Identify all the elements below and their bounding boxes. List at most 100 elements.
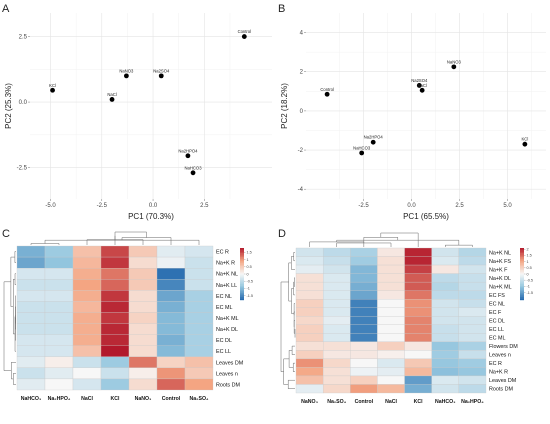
- column-dendrogram-branch: [30, 243, 60, 245]
- row-dendrogram-branch: [288, 350, 294, 368]
- color-legend-tick-label: 1.5: [527, 254, 532, 258]
- heatmap-cell-ec-ml-kcl: [100, 301, 130, 313]
- heatmap-cell-flowers-dm-nacl: [377, 341, 405, 351]
- point-label-nahco3: NaHCO3: [353, 145, 371, 150]
- color-legend-segment: [240, 289, 244, 292]
- row-dendrogram-branch: [294, 277, 295, 287]
- panel-letter-b: B: [278, 3, 285, 15]
- color-legend-segment: [240, 261, 244, 263]
- column-dendrogram-branch: [44, 239, 200, 245]
- heatmap-cell-roots-dm-na2so4: [322, 384, 351, 394]
- row-label-na-k-nl: Na+K NL: [216, 272, 238, 278]
- row-label-na-k-dl: Na+K DL: [216, 327, 238, 333]
- point-label-nacl: NaCl: [107, 92, 116, 97]
- row-dendrogram-branch: [13, 373, 16, 385]
- heatmap-cell-ec-r-na2so4: [322, 358, 351, 368]
- heatmap-cell-ec-dl-na2hpo4: [44, 334, 74, 346]
- heatmap-cell-ec-f-kcl: [404, 307, 432, 317]
- panel-a: A -5.0 -2.5 0.0 2.5 -2.5 0.0 2.5 PC1 (70.3%) PC2…: [2, 3, 272, 221]
- point-control: [241, 34, 247, 39]
- color-legend-segment: [240, 266, 244, 268]
- row-label-flowers-dm: Flowers DM: [489, 344, 518, 350]
- color-legend-segment: [240, 255, 244, 258]
- heatmap-cell-na-k-ml-kcl: [100, 312, 130, 324]
- row-label-roots-dm: Roots DM: [216, 382, 240, 388]
- heatmap-cell-ec-f-nahco3: [431, 307, 460, 317]
- heatmap-cell-na-k-dl-control: [350, 273, 378, 283]
- row-label-ec-nl: EC NL: [216, 294, 232, 300]
- heatmap-cell-na-k-dl-na2hpo4: [44, 323, 74, 335]
- color-legend-segment: [240, 293, 244, 295]
- heatmap-cell-roots-dm-control: [156, 378, 186, 391]
- heatmap-cell-ec-ll-nano3: [295, 324, 324, 334]
- heatmap-cell-ec-dl-nahco3: [16, 334, 46, 346]
- heatmap-cell-na-k-dl-na2hpo4: [458, 273, 487, 283]
- row-label-ec-nl: EC NL: [489, 301, 505, 307]
- color-legend-segment: [240, 288, 244, 290]
- point-nahco3: [190, 170, 196, 176]
- heatmap-cell-ec-ml-nahco3: [431, 333, 460, 342]
- heatmap-cell-na-k-f-nacl: [377, 264, 405, 274]
- color-legend-segment: [520, 251, 524, 254]
- row-label-roots-dm: Roots DM: [489, 387, 513, 393]
- row-label-na-k-ml: Na+K ML: [489, 284, 512, 290]
- heatmap-cell-ec-nl-nahco3: [431, 299, 460, 308]
- row-dendrogram-branch: [10, 256, 15, 307]
- column-dendrogram-branch: [121, 237, 172, 245]
- heatmap-cell-na-k-dl-nahco3: [431, 273, 460, 283]
- column-label-nacl: NaCl: [81, 396, 93, 402]
- heatmap-cell-ec-ll-na2so4: [184, 345, 214, 357]
- heatmap-cell-leaves-dm-na2so4: [322, 375, 351, 385]
- row-dendrogram-branch: [14, 251, 16, 263]
- heatmap-cell-ec-r-kcl: [100, 245, 130, 258]
- column-label-nano3: NaNO₃: [301, 399, 318, 405]
- heatmap-cell-ec-ml-na2so4: [322, 333, 351, 342]
- color-legend-segment: [520, 249, 524, 251]
- row-label-ec-dl: EC DL: [216, 338, 232, 344]
- heatmap-cell-ec-ml-na2hpo4: [44, 301, 74, 313]
- heatmap-cell-ec-nl-na2hpo4: [458, 299, 487, 308]
- y-tick-label: 2: [300, 70, 304, 76]
- heatmap-cell-na-k-ml-na2so4: [184, 312, 214, 324]
- heatmap-cell-ec-ll-nahco3: [431, 324, 460, 334]
- color-legend-segment: [520, 279, 524, 281]
- heatmap-cell-flowers-dm-na2hpo4: [458, 341, 487, 351]
- heatmap-cell-na-k-dl-control: [156, 323, 186, 335]
- heatmap-cell-na-k-fs-na2so4: [322, 256, 351, 266]
- color-legend-segment: [520, 274, 524, 276]
- color-legend-segment: [520, 283, 524, 285]
- heatmap-cell-na-k-nl-control: [350, 247, 378, 257]
- heatmap-cell-leaves-n-kcl: [404, 350, 432, 360]
- heatmap-cell-ec-r-control: [350, 358, 378, 368]
- heatmap-cell-na-k-nl-nacl: [377, 247, 405, 257]
- row-label-ec-ll: EC LL: [216, 349, 231, 355]
- color-legend-segment: [520, 290, 524, 293]
- heatmap-cell-ec-dl-nacl: [377, 316, 405, 325]
- heatmap-cell-na-k-fs-na2hpo4: [458, 256, 487, 266]
- heatmap-cell-leaves-dm-nacl: [377, 375, 405, 385]
- heatmap-cell-na-k-r-nano3: [295, 367, 324, 377]
- heatmap-cell-na-k-ml-control: [350, 281, 378, 291]
- x-tick-label: -2.5: [97, 203, 108, 209]
- y-tick-label: 0.0: [19, 100, 28, 106]
- color-legend-segment: [520, 287, 524, 289]
- color-legend-segment: [520, 258, 524, 260]
- heatmap-cell-ec-r-nacl: [72, 245, 102, 258]
- color-legend-segment: [520, 281, 524, 284]
- row-label-leaves-dm: Leaves DM: [489, 378, 517, 384]
- heatmap-cell-na-k-nl-na2hpo4: [458, 247, 487, 257]
- point-label-kcl: KCl: [522, 137, 529, 142]
- heatmap-cell-ec-r-control: [156, 245, 186, 258]
- color-legend-segment: [520, 296, 524, 298]
- heatmap-cell-na-k-nl-control: [156, 268, 186, 280]
- row-dendrogram-branch: [3, 281, 12, 371]
- heatmap-cell-na-k-dl-na2so4: [184, 323, 214, 335]
- point-label-na2so4: Na2SO4: [411, 78, 428, 83]
- heatmap-cell-na-k-r-nacl: [72, 256, 102, 269]
- color-legend-segment: [520, 267, 524, 269]
- y-tick-label: -4: [298, 187, 304, 193]
- color-legend-segment: [520, 294, 524, 297]
- heatmap-cell-ec-ll-kcl: [100, 345, 130, 357]
- heatmap-cell-na-k-f-nano3: [295, 264, 324, 274]
- color-legend-tick-label: -0.5: [527, 278, 534, 282]
